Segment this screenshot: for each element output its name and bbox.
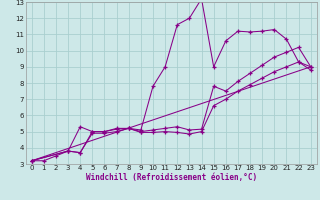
X-axis label: Windchill (Refroidissement éolien,°C): Windchill (Refroidissement éolien,°C) [86, 173, 257, 182]
